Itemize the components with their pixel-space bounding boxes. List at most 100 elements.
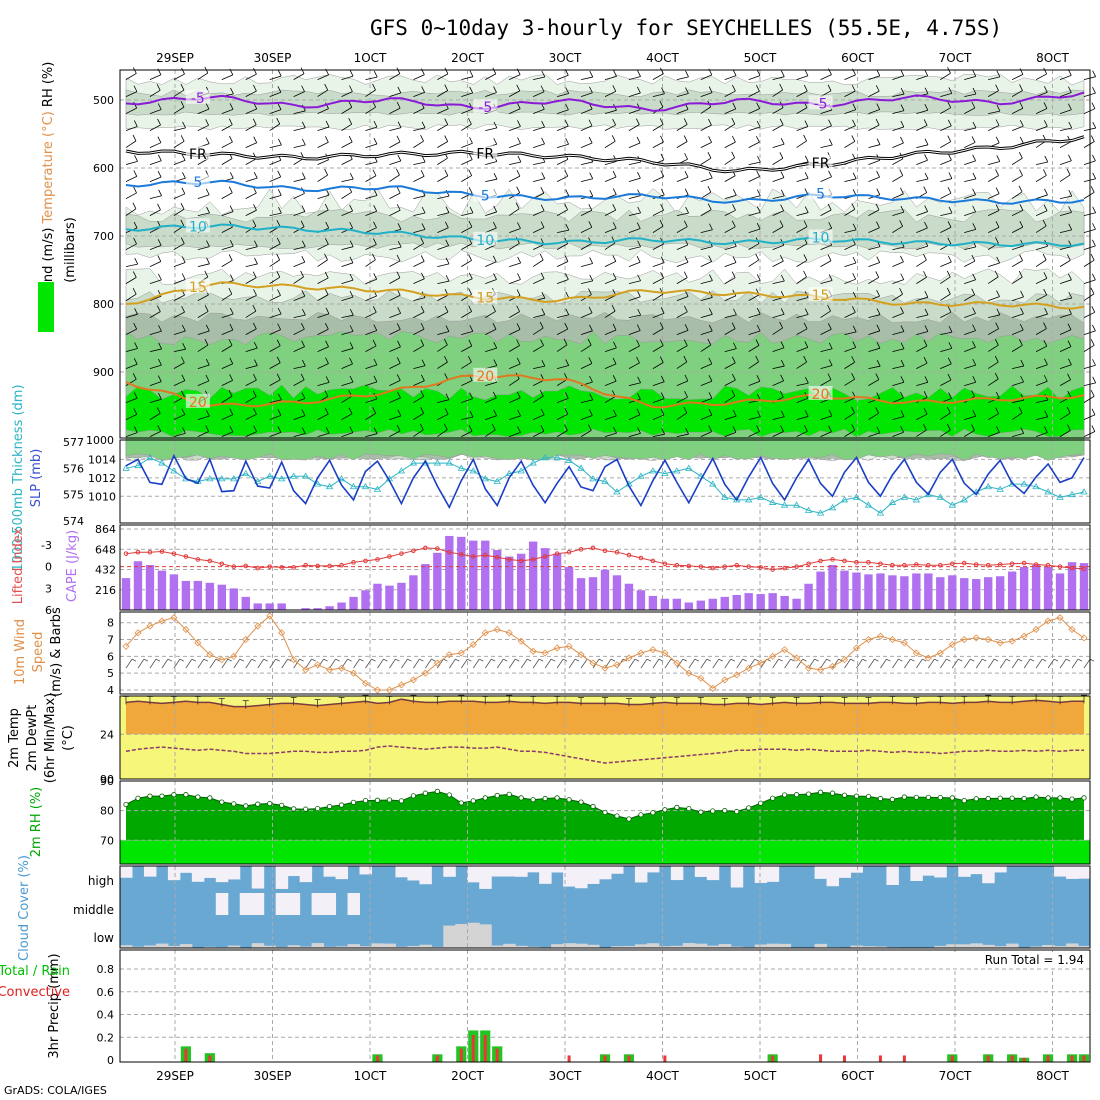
wind-barb — [844, 74, 856, 80]
wind-barb-flag — [995, 136, 1000, 144]
wind-barb-flag — [851, 203, 856, 210]
wind-barb — [365, 259, 376, 267]
wind-barb-flag — [733, 308, 737, 315]
wind-barb — [413, 297, 426, 301]
wind-barb — [988, 76, 1000, 80]
wind-speed-point — [266, 612, 274, 620]
wind-barb-flag — [995, 237, 999, 244]
wind-barb — [269, 123, 280, 131]
wind-barb — [389, 294, 401, 301]
wind-barb-flag — [300, 373, 305, 381]
wind-barb-flag — [204, 270, 209, 278]
wind-barb-flag — [756, 425, 760, 432]
wind-barb — [533, 314, 545, 318]
wind-barb — [964, 260, 976, 267]
wind-barb — [197, 246, 210, 250]
li-point — [902, 562, 907, 568]
wind-barb-flag — [803, 322, 808, 329]
y-axis-label: 2m Temp — [7, 708, 22, 768]
wind-barb-flag — [539, 321, 544, 329]
rh-point — [410, 793, 416, 799]
wind-barb — [269, 276, 281, 284]
wind-barb — [245, 379, 257, 386]
wind-barb-flag — [180, 237, 185, 244]
wind-barb — [796, 276, 807, 284]
wind-barb-flag — [445, 325, 450, 332]
wind-barb-flag — [1043, 288, 1048, 296]
high-cloud-gap — [335, 866, 349, 880]
surface-wind-barb-flag — [754, 658, 759, 662]
surface-wind-barb-flag — [251, 658, 256, 662]
cape-bar — [960, 578, 969, 610]
low-cloud-gap — [575, 943, 588, 948]
thickness-point — [601, 477, 609, 484]
low-cloud-gap — [527, 946, 540, 948]
thickness-point — [481, 475, 489, 482]
wind-barb — [796, 75, 809, 80]
low-cloud-gap — [383, 943, 396, 948]
surface-wind-barb — [520, 658, 528, 669]
wind-barb — [532, 244, 545, 250]
surface-wind-barb — [125, 658, 133, 669]
wind-barb-flag — [637, 308, 642, 316]
wind-barb-flag — [516, 339, 520, 346]
wind-barb-flag — [851, 356, 856, 363]
cape-bar — [804, 583, 813, 610]
wind-barb — [748, 380, 761, 386]
wind-barb-flag — [709, 274, 713, 281]
wind-barb-flag — [229, 172, 234, 179]
wind-barb-flag — [994, 338, 999, 346]
wind-barb-flag — [468, 254, 472, 261]
wind-barb-flag — [565, 103, 569, 110]
surface-wind-barb-flag — [239, 658, 244, 662]
li-point — [1021, 560, 1027, 566]
wind-barb-flag — [924, 221, 928, 229]
wind-barb — [341, 141, 353, 148]
wind-barb — [365, 345, 377, 352]
wind-barb — [868, 124, 880, 131]
wind-barb — [269, 159, 282, 165]
li-point — [219, 561, 225, 567]
wind-barb — [748, 161, 761, 165]
wind-barb-flag — [445, 257, 450, 265]
wind-barb — [1083, 414, 1096, 420]
wind-barb — [341, 246, 354, 250]
y-tick-label: 0.2 — [97, 1031, 115, 1044]
wind-barb-flag — [900, 69, 905, 76]
wind-barb-flag — [206, 257, 210, 264]
thickness-point — [541, 454, 549, 461]
li-point — [842, 558, 847, 564]
surface-wind-barb — [820, 658, 827, 669]
wind-barb-flag — [876, 426, 881, 434]
wind-barb-flag — [444, 221, 449, 228]
wind-barb — [676, 176, 689, 182]
high-cloud-gap — [563, 866, 576, 887]
wind-barb — [317, 346, 329, 352]
isotherm-label-bg — [808, 154, 833, 169]
wind-barb — [197, 263, 210, 267]
wind-barb — [461, 212, 474, 216]
wind-barb-flag — [900, 325, 905, 332]
wind-barb — [940, 276, 951, 284]
wind-speed-point — [254, 622, 262, 630]
run-total-label: Run Total = 1.94 — [985, 953, 1084, 967]
thickness-point — [960, 496, 968, 503]
wind-barb-flag — [708, 408, 713, 416]
isotherm-label: 20 — [189, 395, 207, 411]
wind-barb-flag — [1019, 204, 1024, 211]
wind-barb-flag — [540, 408, 545, 416]
wind-barb-flag — [685, 206, 689, 214]
wind-speed-point — [302, 666, 310, 674]
wind-barb — [964, 346, 976, 352]
low-cloud-gap — [395, 946, 408, 948]
cape-bar — [1055, 573, 1065, 610]
wind-barb-flag — [779, 152, 784, 159]
cape-bar — [181, 580, 191, 610]
li-point — [626, 552, 632, 558]
wind-barb-flag — [923, 253, 927, 261]
rh-point — [650, 810, 656, 816]
wind-barb-flag — [852, 273, 857, 280]
isotherm-label-bg — [185, 218, 210, 233]
surface-wind-barb — [377, 658, 384, 669]
wind-barb-flag — [349, 290, 354, 298]
